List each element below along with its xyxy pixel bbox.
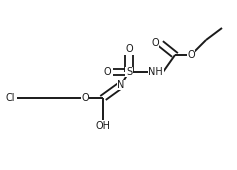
Text: O: O xyxy=(81,93,89,103)
Text: N: N xyxy=(117,80,125,90)
Text: O: O xyxy=(104,67,111,77)
Text: NH: NH xyxy=(148,67,163,77)
Text: OH: OH xyxy=(96,121,110,131)
Text: O: O xyxy=(187,50,195,60)
Text: S: S xyxy=(126,67,132,77)
Text: O: O xyxy=(151,38,159,48)
Text: O: O xyxy=(125,44,133,54)
Text: Cl: Cl xyxy=(6,93,15,103)
